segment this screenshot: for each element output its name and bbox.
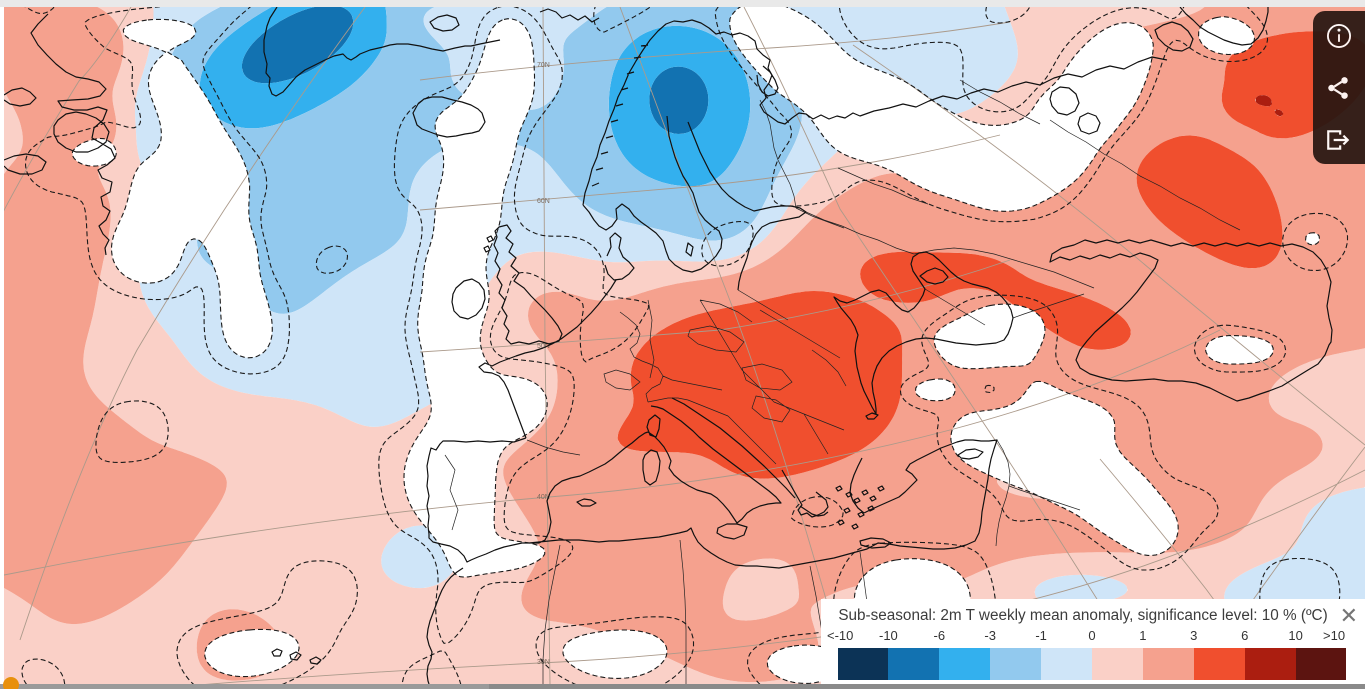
svg-text:50N: 50N	[537, 343, 550, 350]
svg-text:40N: 40N	[537, 494, 550, 501]
svg-text:60N: 60N	[537, 198, 550, 205]
svg-text:70N: 70N	[537, 62, 550, 69]
